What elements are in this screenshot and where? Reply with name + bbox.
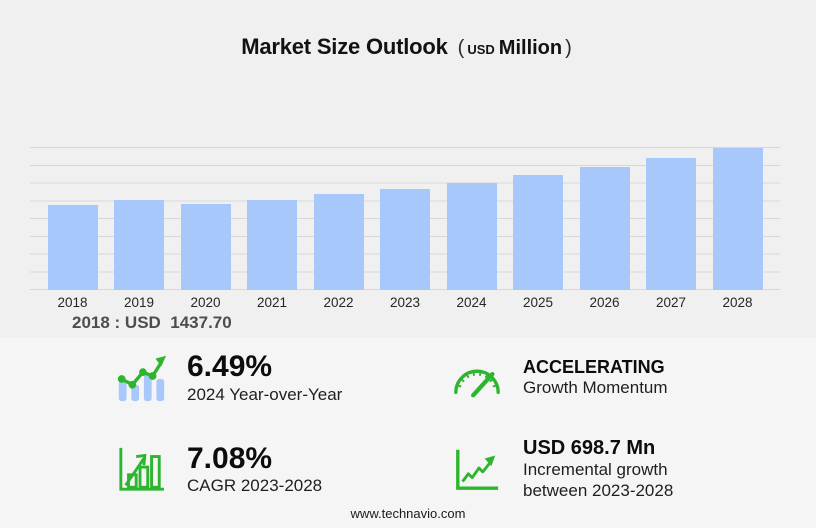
stat-momentum: ACCELERATING Growth Momentum <box>448 350 816 405</box>
yoy-label: 2024 Year-over-Year <box>187 384 343 404</box>
incremental-label-line1: Incremental growth <box>523 460 668 480</box>
x-tick-label-2022: 2022 <box>323 295 354 310</box>
stats-grid: 6.49% 2024 Year-over-Year <box>0 350 816 502</box>
x-tick-label-2018: 2018 <box>57 295 88 310</box>
data-callout: 2018 : USD 1437.70 <box>72 313 232 332</box>
bar-2022[interactable] <box>313 194 364 290</box>
website-link[interactable]: www.technavio.com <box>350 505 466 521</box>
footer: www.technavio.com <box>0 506 816 521</box>
bar-2020[interactable] <box>180 204 231 290</box>
x-tick-label-2024: 2024 <box>456 295 487 310</box>
x-tick-label-2026: 2026 <box>589 295 620 310</box>
stat-yoy: 6.49% 2024 Year-over-Year <box>112 350 448 405</box>
unit-name: Million <box>498 37 563 59</box>
incremental-line-icon <box>448 445 506 493</box>
incremental-label-line2: between 2023-2028 <box>523 481 674 501</box>
bar-2024[interactable] <box>446 183 497 290</box>
incremental-value: USD 698.7 Mn <box>523 436 656 459</box>
speedometer-icon <box>448 355 506 399</box>
cagr-label: CAGR 2023-2028 <box>187 476 323 496</box>
bar-2028[interactable] <box>712 148 763 290</box>
x-tick-label-2021: 2021 <box>256 295 288 310</box>
x-axis-labels: 2018 2019 2020 2021 2022 2023 2024 2025 2026 2027… <box>30 295 780 310</box>
unit-paren-close: ) <box>565 37 572 59</box>
bar-2026[interactable] <box>579 167 630 290</box>
x-tick-label-2023: 2023 <box>389 295 421 310</box>
unit-currency: USD <box>467 42 495 57</box>
stat-cagr: 7.08% CAGR 2023-2028 <box>112 437 448 502</box>
trend-bars-icon <box>112 352 170 402</box>
plot-area <box>30 130 780 290</box>
bar-chart: 2018 2019 2020 2021 2022 2023 2024 2025 2026 2027… <box>30 130 780 333</box>
chart-title: Market Size Outlook (USD Million) <box>0 0 816 64</box>
yoy-value: 6.49% <box>187 350 273 383</box>
bar-2018[interactable] <box>47 205 98 290</box>
chart-title-text: Market Size Outlook <box>241 34 448 59</box>
stat-incremental-text: USD 698.7 Mn Incremental growth between … <box>523 437 673 502</box>
momentum-label: Growth Momentum <box>523 377 668 397</box>
bar-2025[interactable] <box>513 175 563 290</box>
unit-paren-open: ( <box>457 37 465 59</box>
growth-chart-icon <box>112 445 170 493</box>
stat-momentum-text: ACCELERATING Growth Momentum <box>523 357 668 398</box>
stat-cagr-text: 7.08% CAGR 2023-2028 <box>187 442 322 497</box>
stat-incremental: USD 698.7 Mn Incremental growth between … <box>448 437 816 502</box>
x-tick-label-2027: 2027 <box>655 295 687 310</box>
bar-2021[interactable] <box>247 200 297 290</box>
momentum-value: ACCELERATING <box>523 356 665 377</box>
bar-2023[interactable] <box>380 189 430 290</box>
x-tick-label-2020: 2020 <box>190 295 221 310</box>
bar-2027[interactable] <box>646 158 696 290</box>
x-tick-label-2025: 2025 <box>522 295 554 310</box>
bar-2019[interactable] <box>114 200 164 290</box>
x-tick-label-2019: 2019 <box>123 295 155 310</box>
x-tick-label-2028: 2028 <box>722 295 753 310</box>
cagr-value: 7.08% <box>187 441 273 475</box>
stat-yoy-text: 6.49% 2024 Year-over-Year <box>187 350 342 405</box>
stats-panel: 6.49% 2024 Year-over-Year <box>0 338 816 528</box>
bars-row <box>30 130 780 290</box>
